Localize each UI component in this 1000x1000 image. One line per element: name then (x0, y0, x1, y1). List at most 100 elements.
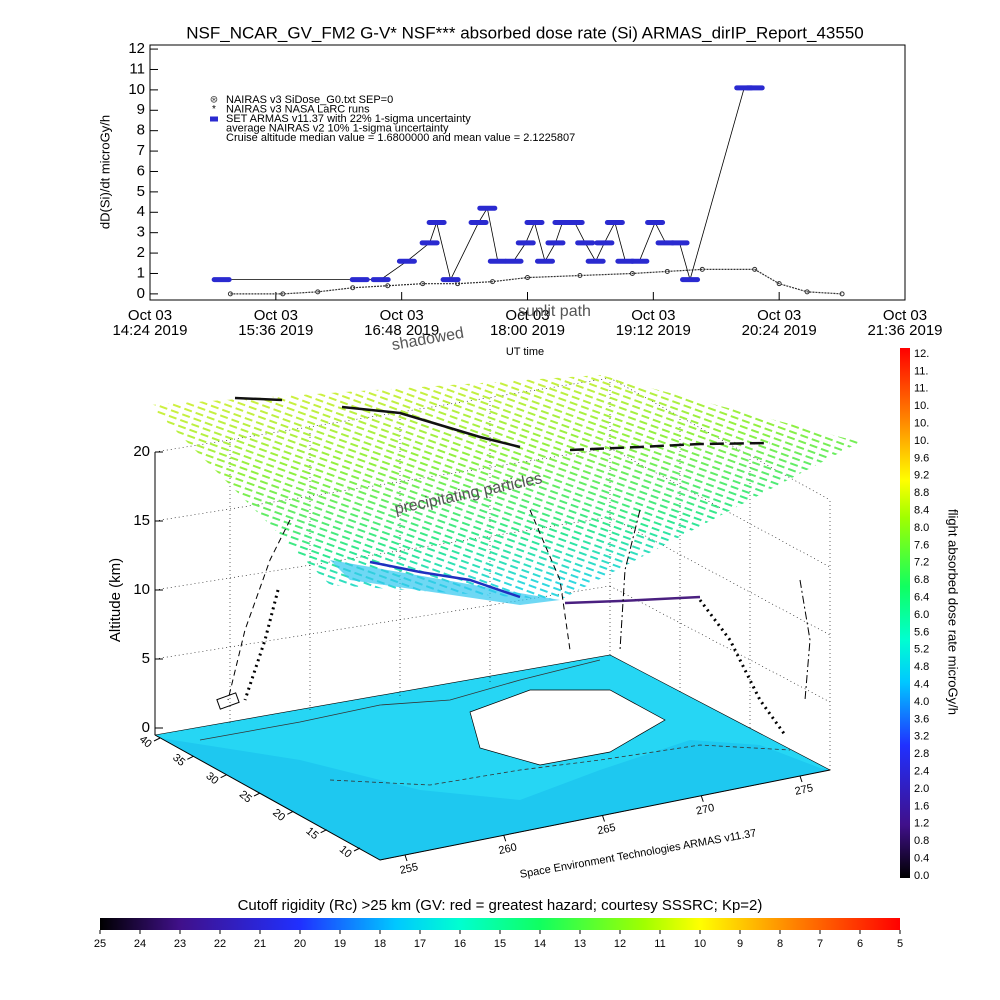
colorbar-label: flight absorbed dose rate microGy/h (946, 509, 961, 715)
y-tick-label: 10 (128, 81, 145, 98)
dose-point (419, 240, 440, 246)
dose-field-edge (330, 560, 560, 605)
dose-point (524, 219, 545, 225)
colorbar-tick-label: 22 (214, 938, 226, 950)
lat-tick (287, 810, 294, 815)
y-tick-label: 5 (137, 183, 145, 200)
x-tick-label: Oct 03 14:24 2019 (112, 307, 187, 339)
lon-tick-label: 275 (794, 782, 814, 798)
colorbar-tick-label: 11. (914, 365, 928, 377)
colorbar-tick-label: 6.4 (914, 592, 929, 604)
dose-point (680, 277, 701, 283)
colorbar-tick-label: 13 (574, 938, 586, 950)
legend-label: NAIRAS v3 NASA LaRC runs (226, 103, 370, 115)
colorbar-tick-label: 4.4 (914, 679, 929, 691)
dose-point (744, 85, 765, 91)
colorbar-tick-label: 2.4 (914, 766, 929, 778)
dose-point (211, 277, 232, 283)
model-point (776, 281, 782, 287)
flight-path (234, 396, 771, 605)
lat-tick (253, 792, 261, 797)
ground-track (227, 509, 811, 736)
z-tick-label: 0 (142, 719, 150, 736)
dose-field (150, 375, 860, 600)
legend-symbol: ⊛ (210, 95, 218, 106)
model-point (490, 279, 496, 285)
model-point (664, 268, 670, 274)
model-point (227, 291, 233, 297)
y-tick-label: 2 (137, 244, 145, 261)
y-tick-label: 4 (137, 203, 145, 220)
model-point (315, 289, 321, 295)
lon-tick-label: 270 (695, 802, 715, 818)
dose-point (396, 258, 417, 264)
colorbar-tick-label: 7 (817, 938, 823, 950)
legend-note: average NAIRAS v2 10% 1-sigma uncertaint… (226, 122, 449, 134)
colorbar-tick-label: 1.2 (914, 818, 929, 830)
dose-point (585, 258, 606, 264)
colorbar-tick-label: 12 (614, 938, 626, 950)
x-tick-label: Oct 03 20:24 2019 (742, 307, 817, 339)
x-tick-label: Oct 03 18:00 2019 (490, 307, 565, 339)
colorbar-tick-label: 0.0 (914, 870, 929, 882)
colorbar-tick-label: 25 (94, 938, 106, 950)
lat-tick-label: 35 (170, 752, 187, 769)
colorbar-tick-label: 11 (654, 938, 665, 950)
legend-symbol: * (212, 104, 216, 115)
lon-tick-label: 260 (497, 841, 517, 857)
plot-frame (149, 44, 906, 301)
colorbar-tick-label: 3.6 (914, 713, 929, 725)
z-tick-label: 10 (133, 581, 150, 598)
model-point (577, 273, 583, 279)
colorbar-tick-label: 19 (334, 938, 346, 950)
lat-tick (187, 755, 194, 760)
axes-3d: 05101520403530252015102552602652702750.0… (94, 348, 929, 950)
colorbar-tick-label: 5.6 (914, 626, 929, 638)
colorbar-tick-label: 5.2 (914, 644, 929, 656)
colorbar-tick-label: 3.2 (914, 731, 929, 743)
x-tick-label: Oct 03 19:12 2019 (616, 307, 691, 339)
x-axis-label: UT time (506, 346, 544, 358)
colorbar-tick-label: 2.0 (914, 783, 929, 795)
model-point (525, 275, 530, 281)
z-tick-label: 20 (133, 443, 150, 460)
lat-tick-label: 20 (270, 807, 287, 824)
dose-point (426, 219, 447, 225)
dose-point (440, 277, 461, 283)
dose-point (468, 219, 489, 225)
colorbar-tick-label: 10. (914, 400, 929, 412)
dose-point (503, 258, 524, 264)
lon-tick (602, 815, 605, 822)
dose-point (594, 240, 615, 246)
dose-point (370, 277, 391, 283)
colorbar-tick-label: 24 (134, 938, 146, 950)
z-tick-label: 5 (142, 650, 150, 667)
model-point (385, 283, 391, 289)
model-point (629, 270, 635, 276)
model-point (804, 289, 810, 295)
lat-tick (320, 829, 327, 834)
colorbar-rigidity (100, 918, 900, 930)
colorbar-tick-label: 23 (174, 938, 186, 950)
model-point (839, 291, 845, 297)
colorbar-tick-label: 18 (374, 938, 386, 950)
x-tick-label: Oct 03 15:36 2019 (238, 307, 313, 339)
series-line (230, 268, 843, 295)
credit: Space Environment Technologies ARMAS v11… (519, 827, 757, 880)
colorbar-tick-label: 6 (857, 938, 863, 950)
y-tick-label: 12 (128, 40, 145, 57)
lat-tick-label: 10 (337, 843, 354, 860)
colorbar-tick-label: 14 (534, 938, 546, 950)
colorbar-tick-label: 2.8 (914, 748, 929, 760)
y-tick-label: 8 (137, 122, 145, 139)
lon-tick (799, 775, 803, 783)
model-point (280, 291, 286, 297)
model-point (752, 266, 758, 272)
z-tick-label: 15 (133, 512, 150, 529)
colorbar-tick-label: 0.4 (914, 853, 929, 865)
gulf-region (469, 689, 666, 766)
colorbar-tick-label: 4.8 (914, 661, 929, 673)
lon-tick-label: 255 (399, 861, 419, 877)
y-tick-label: 1 (137, 264, 145, 281)
x-tick-label: Oct 03 21:36 2019 (867, 307, 942, 339)
